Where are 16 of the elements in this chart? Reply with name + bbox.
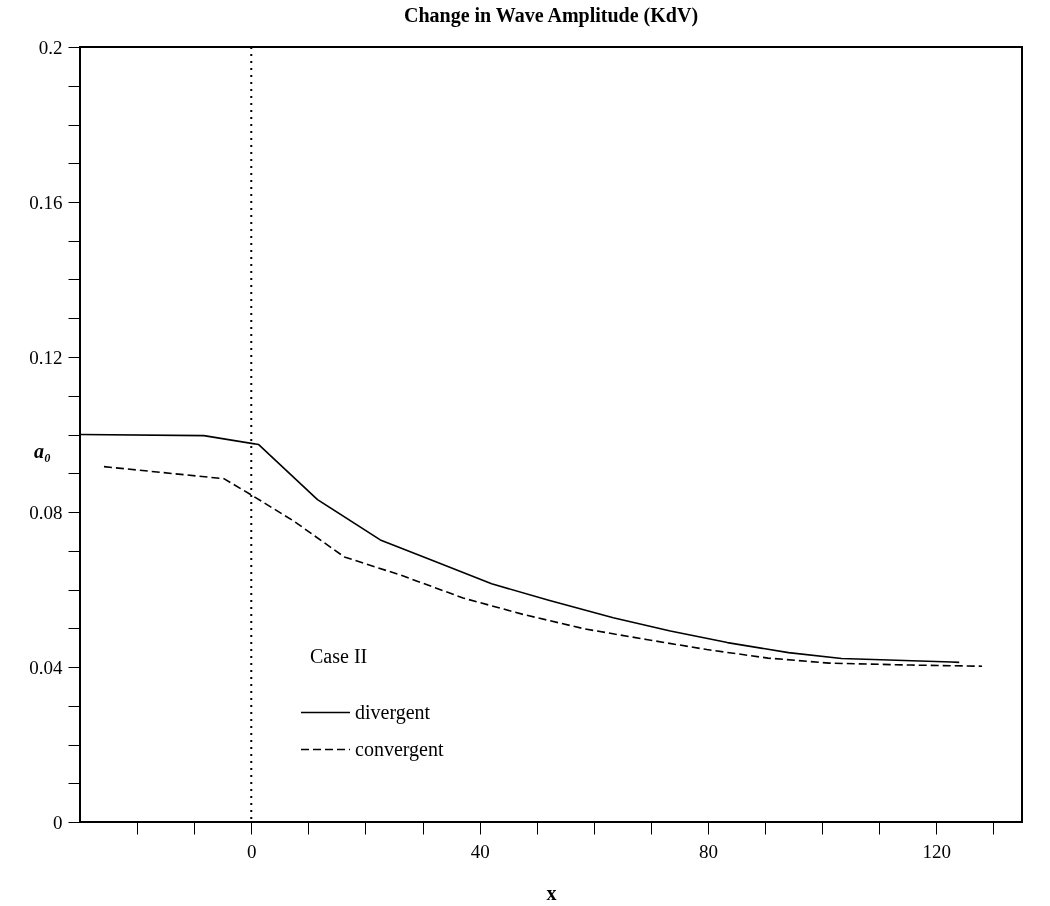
x-axis-title: x (546, 881, 557, 904)
x-tick-label: 40 (470, 840, 490, 862)
legend-label: divergent (355, 700, 431, 724)
y-axis-title: a₀ (34, 440, 52, 463)
legend-label: convergent (355, 737, 444, 761)
x-tick-label: 0 (247, 840, 257, 862)
y-tick-label: 0.12 (29, 346, 63, 368)
y-tick-label: 0.16 (29, 191, 63, 213)
y-tick-label: 0 (53, 811, 63, 833)
y-tick-label: 0.2 (38, 36, 63, 58)
chart-title: Change in Wave Amplitude (KdV) (403, 4, 699, 27)
x-tick-label: 80 (699, 840, 718, 862)
y-tick-label: 0.04 (29, 656, 63, 678)
x-tick-label: 120 (922, 840, 952, 862)
annotation: Case II (310, 645, 368, 667)
y-tick-label: 0.08 (29, 501, 63, 523)
